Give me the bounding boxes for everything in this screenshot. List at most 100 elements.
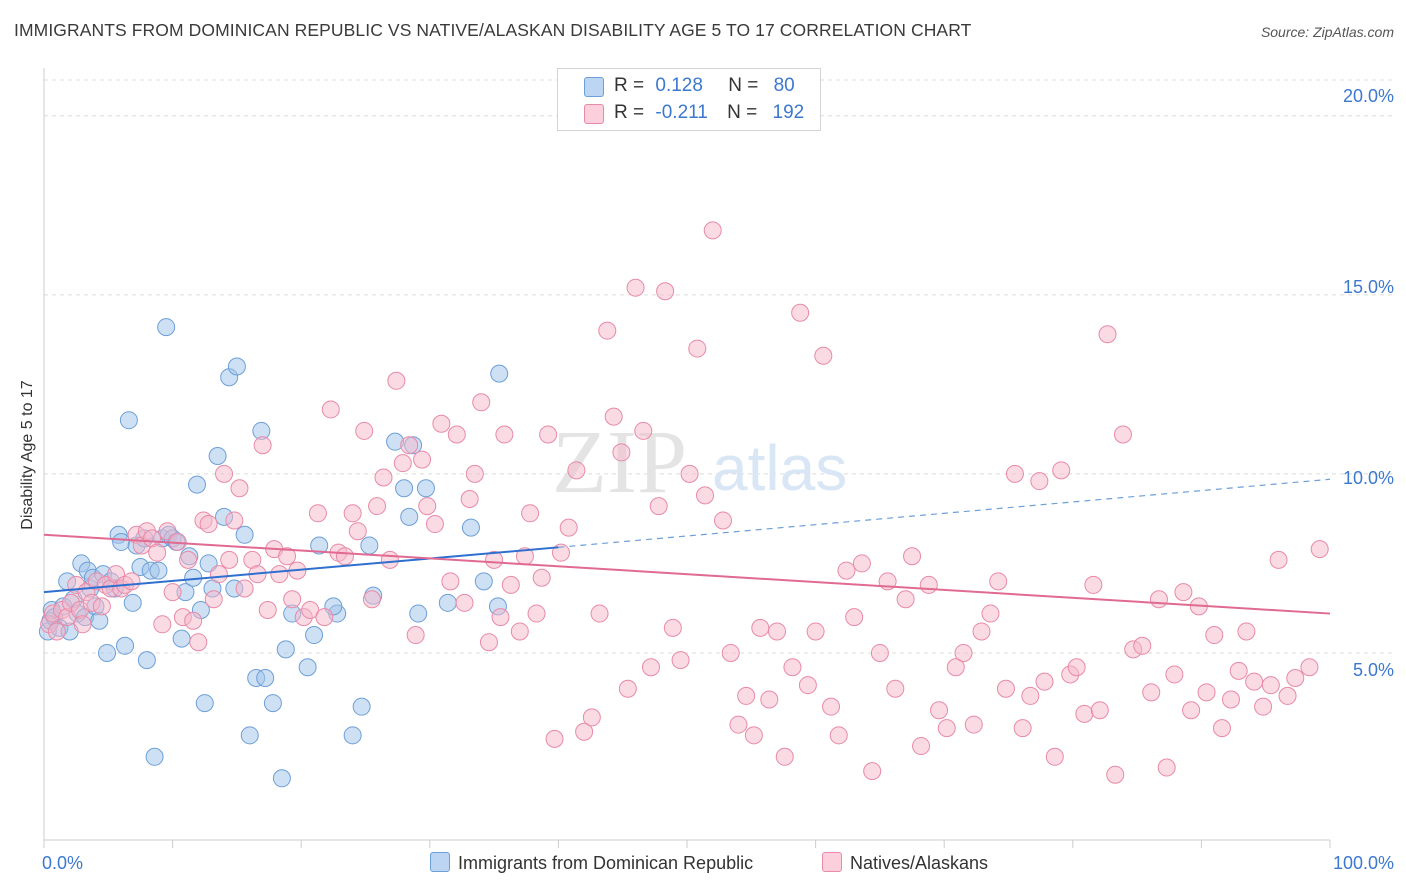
x-tick-label-min: 0.0%: [42, 853, 84, 873]
point-native: [559, 518, 578, 537]
point-native: [204, 590, 223, 609]
point-native: [837, 561, 856, 580]
point-native: [495, 425, 514, 444]
point-native: [393, 454, 412, 473]
point-native: [1157, 758, 1176, 777]
point-native: [1021, 686, 1040, 705]
point-native: [465, 464, 484, 483]
point-native: [1052, 461, 1071, 480]
point-native: [582, 708, 601, 727]
point-native: [1142, 683, 1161, 702]
point-native: [829, 726, 848, 745]
point-native: [432, 414, 451, 433]
point-native: [220, 550, 239, 569]
point-dominican: [195, 694, 214, 713]
point-dominican: [263, 694, 282, 713]
point-native: [425, 515, 444, 534]
point-native: [744, 726, 763, 745]
point-native: [1013, 719, 1032, 738]
legend-r-value: 0.128: [655, 75, 703, 96]
point-native: [400, 436, 419, 455]
point-native: [1090, 701, 1109, 720]
point-dominican: [474, 572, 493, 591]
point-native: [1005, 464, 1024, 483]
trend-lines: [43, 478, 1331, 615]
point-native: [413, 450, 432, 469]
point-native: [527, 604, 546, 623]
point-native: [612, 443, 631, 462]
point-native: [1254, 697, 1273, 716]
point-native: [729, 715, 748, 734]
point-dominican: [298, 658, 317, 677]
point-native: [491, 608, 510, 627]
legend-r-value: -0.211: [655, 102, 708, 123]
point-native: [441, 572, 460, 591]
point-native: [1030, 472, 1049, 491]
point-native: [73, 615, 92, 634]
point-native: [806, 622, 825, 641]
point-native: [235, 579, 254, 598]
point-native: [1310, 540, 1329, 559]
point-native: [598, 321, 617, 340]
point-native: [153, 615, 172, 634]
chart-title: IMMIGRANTS FROM DOMINICAN REPUBLIC VS NA…: [14, 20, 972, 40]
y-tick-label-10: 10.0%: [1342, 468, 1394, 488]
trend-dominican-solid: [43, 546, 559, 594]
point-native: [1261, 676, 1280, 695]
point-native: [501, 575, 520, 594]
point-native: [510, 622, 529, 641]
point-dominican: [145, 747, 164, 766]
gridlines: [44, 79, 1394, 654]
point-native: [567, 461, 586, 480]
point-native: [1098, 325, 1117, 344]
point-native: [283, 590, 302, 609]
point-dominican: [172, 629, 191, 648]
point-native: [545, 729, 564, 748]
point-native: [1113, 425, 1132, 444]
legend-item-natives[interactable]: Natives/Alaskans: [822, 852, 988, 874]
point-native: [714, 511, 733, 530]
point-native: [964, 715, 983, 734]
axes: [43, 68, 1331, 848]
point-native: [937, 719, 956, 738]
point-native: [485, 550, 504, 569]
point-native: [179, 550, 198, 569]
legend-n-label: N =: [728, 75, 759, 96]
point-native: [92, 597, 111, 616]
point-native: [189, 633, 208, 652]
point-dominican: [490, 364, 509, 383]
point-dominican: [310, 536, 329, 555]
point-native: [671, 651, 690, 670]
point-dominican: [276, 640, 295, 659]
point-native: [845, 608, 864, 627]
point-native: [1067, 658, 1086, 677]
point-native: [768, 622, 787, 641]
point-native: [1045, 747, 1064, 766]
point-dominican: [352, 697, 371, 716]
point-native: [184, 611, 203, 630]
point-dominican: [305, 626, 324, 645]
point-native: [148, 543, 167, 562]
point-native: [1229, 661, 1248, 680]
point-native: [521, 504, 540, 523]
trend-dominican-dashed: [558, 478, 1331, 548]
point-dominican: [157, 318, 176, 337]
point-native: [626, 278, 645, 297]
point-native: [479, 633, 498, 652]
point-native: [775, 747, 794, 766]
point-native: [590, 604, 609, 623]
point-native: [680, 464, 699, 483]
point-native: [930, 701, 949, 720]
legend-label-dominican: Immigrants from Dominican Republic: [458, 853, 754, 873]
x-tick-label-max: 100.0%: [1332, 853, 1394, 873]
point-native: [460, 489, 479, 508]
point-dominican: [112, 532, 131, 551]
legend-item-dominican[interactable]: Immigrants from Dominican Republic: [430, 852, 753, 874]
legend-swatch-natives: [822, 852, 842, 872]
y-axis-label: Disability Age 5 to 17: [19, 380, 36, 530]
point-native: [532, 568, 551, 587]
point-native: [863, 762, 882, 781]
y-tick-label-15: 15.0%: [1342, 277, 1394, 297]
point-dominican: [256, 669, 275, 688]
